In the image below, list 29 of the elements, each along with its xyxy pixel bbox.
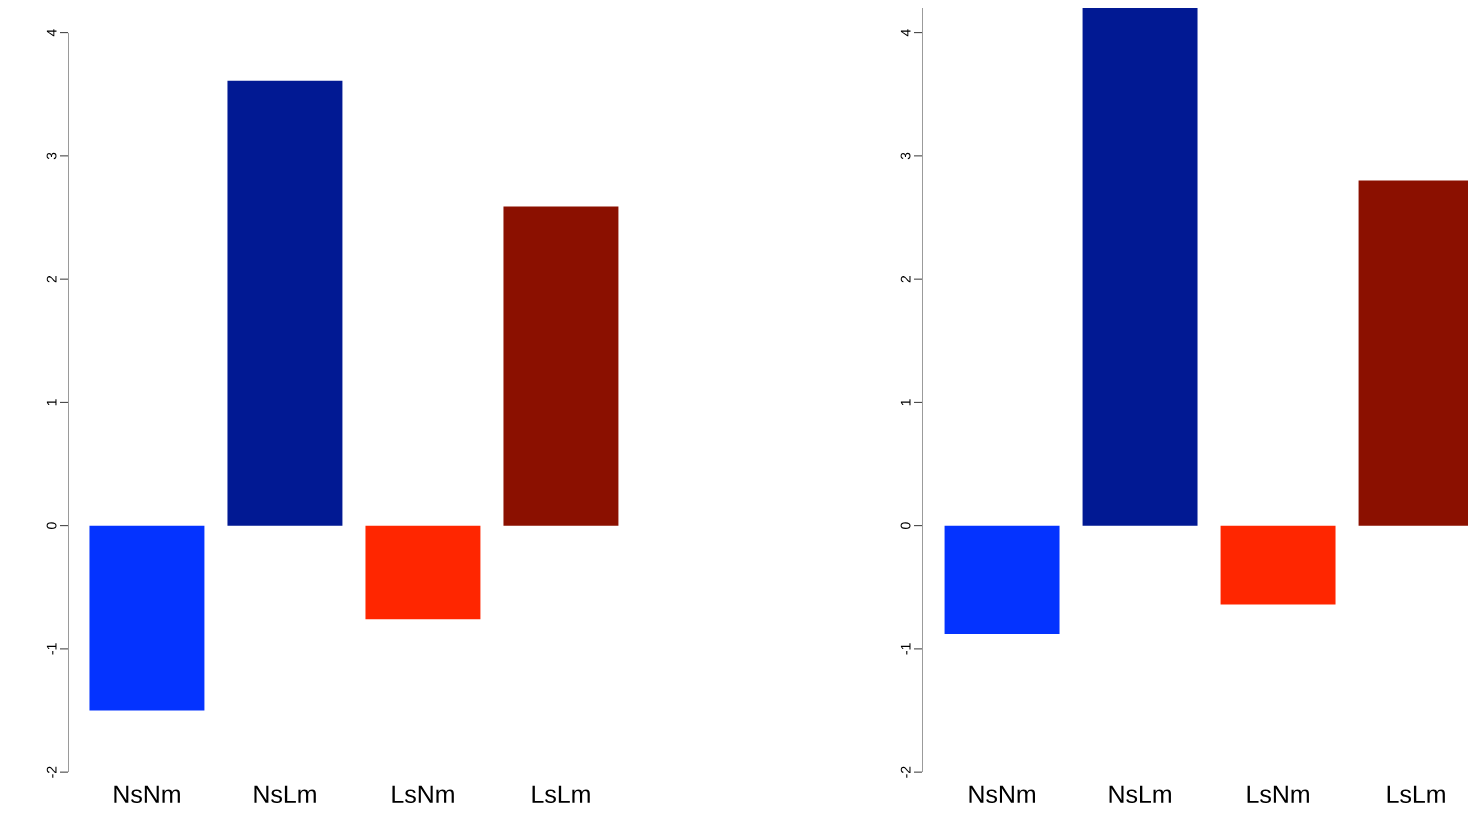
x-tick-label: NsNm <box>969 785 1035 804</box>
y-tick-label: 4 <box>900 29 911 37</box>
y-tick-label: 0 <box>900 522 911 530</box>
y-tick-label: 2 <box>46 276 57 283</box>
y-tick-label: -1 <box>900 643 911 655</box>
y-tick-label: -2 <box>900 766 911 778</box>
bar <box>227 80 343 526</box>
bar <box>89 525 205 711</box>
bar <box>503 206 619 526</box>
y-tick-label: -1 <box>46 643 57 655</box>
x-tick-label: LsNm <box>392 785 454 804</box>
y-tick-label: 2 <box>900 276 911 283</box>
bar <box>1082 8 1198 526</box>
x-tick-label: LsNm <box>1247 785 1309 804</box>
x-tick-label: NsLm <box>1109 785 1171 804</box>
x-tick-label: NsLm <box>254 785 316 804</box>
x-tick-label: LsLm <box>532 785 590 804</box>
y-tick-label: 3 <box>900 152 911 160</box>
y-tick-label: -2 <box>46 766 57 778</box>
x-tick-label: LsLm <box>1387 785 1445 804</box>
y-tick-label: 4 <box>46 29 57 37</box>
y-tick-label: 3 <box>46 152 57 160</box>
bar <box>944 525 1060 635</box>
bar <box>1220 525 1336 605</box>
y-tick-label: 1 <box>900 399 911 406</box>
x-tick-label: NsNm <box>114 785 180 804</box>
bar <box>365 525 481 620</box>
y-tick-label: 1 <box>46 399 57 406</box>
y-tick-label: 0 <box>46 522 57 530</box>
